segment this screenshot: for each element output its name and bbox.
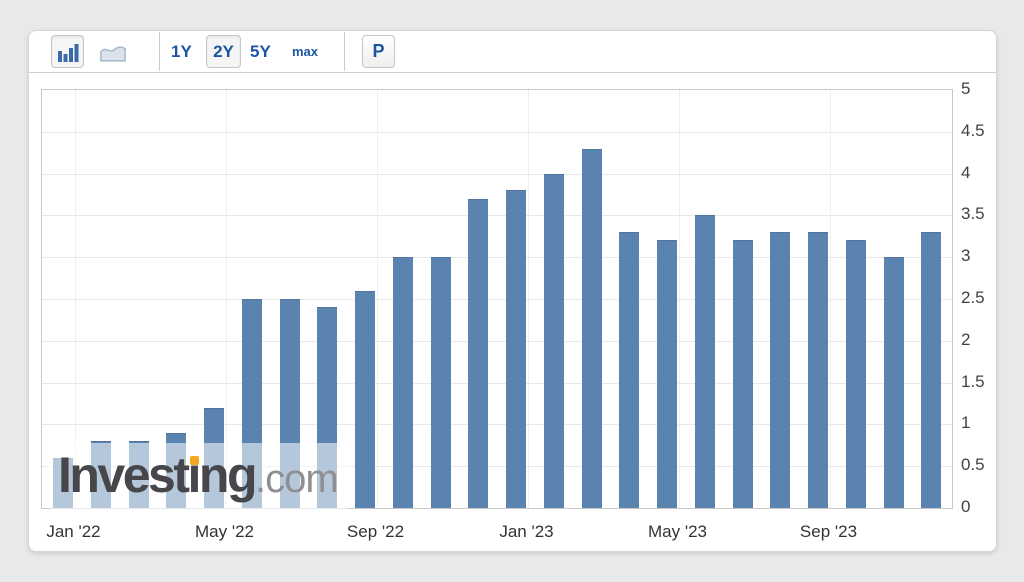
p-button[interactable]: P [362, 35, 395, 68]
range-button-max[interactable]: max [292, 31, 318, 72]
bar-feb-23 [543, 173, 564, 508]
x-axis-label: May '22 [195, 522, 254, 541]
bar-chart-type-button[interactable] [51, 35, 84, 68]
x-axis: Jan '22 May '22 Sep '22 Jan '23 May '23 Sep '… [41, 521, 951, 547]
y-axis-label: 2.5 [961, 288, 985, 307]
bar-jan-23 [506, 190, 526, 508]
y-axis-label: 0.5 [961, 455, 985, 475]
bar-sep-22 [355, 290, 375, 508]
y-axis: 0 0.5 1 1.5 2 2.5 3 3.5 4 4.5 5 [961, 79, 1003, 516]
v-gridline [376, 90, 378, 508]
investing-watermark: Investıng .com [47, 443, 351, 510]
bar-may-23 [657, 240, 677, 508]
bar-dec-22 [468, 198, 489, 508]
toolbar-divider [159, 32, 160, 71]
area-chart-icon [100, 45, 126, 62]
bar-dec-23 [921, 232, 942, 508]
x-axis-label: Sep '23 [799, 522, 858, 541]
h-gridline [42, 340, 952, 342]
y-axis-label: 5 [961, 79, 971, 98]
h-gridline [42, 299, 952, 300]
y-axis-label: 1.5 [961, 371, 985, 391]
y-axis-label: 0 [961, 497, 971, 516]
range-button-2y[interactable]: 2Y [206, 35, 241, 68]
h-gridline [42, 257, 952, 259]
y-axis-label: 1 [961, 413, 971, 433]
h-gridline [42, 173, 952, 175]
bar-chart-icon [57, 43, 78, 62]
h-gridline [42, 382, 952, 384]
x-axis-label: Jan '22 [46, 522, 101, 541]
y-axis-label: 3.5 [961, 204, 985, 224]
v-gridline [678, 90, 680, 508]
h-gridline [42, 466, 952, 468]
bar-nov-23 [883, 257, 904, 508]
range-button-1y[interactable]: 1Y [171, 31, 192, 72]
v-gridline [74, 90, 76, 508]
v-gridline [225, 90, 227, 508]
watermark-text: Investıng [58, 447, 258, 503]
h-gridline [42, 215, 952, 217]
y-axis-label: 4.5 [961, 120, 985, 140]
range-button-5y[interactable]: 5Y [250, 31, 271, 72]
toolbar: 1Y 2Y 5Y max P [29, 31, 996, 73]
bar-oct-22 [392, 257, 413, 508]
x-axis-label: Sep '22 [346, 522, 405, 541]
bar-mar-23 [581, 148, 602, 508]
x-axis-label: May '23 [648, 522, 707, 541]
bar-aug-23 [770, 232, 791, 508]
watermark-tld: .com [255, 457, 339, 501]
bar-jul-23 [732, 240, 753, 508]
range-button-2y-label: 2Y [213, 41, 234, 61]
watermark-orange-dot-i: ı [187, 447, 202, 503]
p-button-label: P [372, 41, 385, 61]
y-axis-label: 4 [961, 162, 971, 182]
toolbar-divider [344, 32, 345, 71]
plot-area: Investıng .com [41, 89, 953, 510]
h-gridline [42, 131, 952, 133]
y-axis-label: 3 [961, 246, 971, 266]
bar-sep-23 [808, 232, 828, 508]
bar-oct-23 [845, 240, 866, 508]
v-gridline [829, 90, 831, 508]
x-axis-label: Jan '23 [499, 522, 554, 541]
area-chart-type-button[interactable] [95, 35, 131, 68]
bar-jun-23 [694, 215, 715, 508]
bar-nov-22 [430, 257, 451, 508]
v-gridline [527, 90, 529, 508]
y-axis-label: 2 [961, 329, 971, 349]
chart-widget: 1Y 2Y 5Y max P Investıng .com 0 0.5 1 1.5 2 2.… [28, 30, 997, 552]
bar-apr-23 [619, 232, 640, 508]
h-gridline [42, 424, 952, 426]
